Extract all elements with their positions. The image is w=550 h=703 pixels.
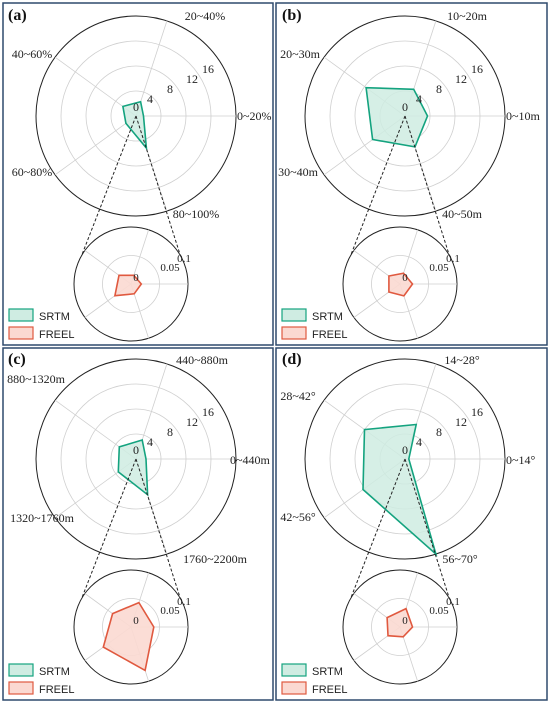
category-label: 20~40% [185, 9, 226, 23]
inset-ring-label: 0.1 [446, 596, 460, 608]
inset-ring-label: 0.05 [429, 605, 449, 617]
zoom-connector [404, 115, 450, 256]
category-label: 440~880m [176, 353, 228, 367]
panel-tag: (c) [8, 351, 26, 368]
ring-label: 8 [167, 425, 173, 439]
category-label: 1760~2200m [183, 552, 247, 566]
legend-swatch-srtm [281, 308, 307, 322]
zoom-connector [135, 115, 181, 256]
freel-polygon [386, 607, 414, 638]
ring-label: 4 [147, 92, 153, 106]
inset-ring-label: 0 [402, 615, 408, 627]
legend-swatch-freel [8, 326, 34, 340]
ring-label: 4 [147, 435, 153, 449]
category-label: 0~440m [230, 453, 270, 467]
legend-swatch-freel [8, 681, 34, 695]
legend-label-freel: FREEL [312, 329, 347, 341]
panel-b: 04812160~10m10~20m20~30m30~40m40~50m00.0… [275, 2, 548, 346]
inset-ring-label: 0 [402, 272, 408, 284]
category-label: 28~42° [280, 389, 315, 403]
inset-ring-label: 0.1 [446, 253, 460, 265]
zoom-connector [404, 458, 450, 599]
panel-c: 04812160~440m440~880m880~1320m1320~1760m… [2, 347, 274, 701]
category-label: 10~20m [447, 9, 487, 23]
inset-ring-label: 0.05 [160, 262, 180, 274]
inset-ring-label: 0.05 [160, 605, 180, 617]
legend-label-freel: FREEL [39, 684, 74, 696]
inset-ring-label: 0.1 [177, 253, 191, 265]
srtm-polygon [365, 86, 429, 148]
legend-label-freel: FREEL [39, 329, 74, 341]
inset-ring-label: 0.1 [177, 596, 191, 608]
freel-polygon [388, 272, 414, 297]
ring-label: 8 [167, 82, 173, 96]
srtm-polygon [117, 438, 149, 497]
panel-a: 04812160~20%20~40%40~60%60~80%80~100%00.… [2, 2, 274, 346]
radar-spoke [54, 115, 137, 176]
panel-border [2, 2, 274, 346]
panel-border [2, 347, 274, 701]
ring-label: 12 [186, 415, 198, 429]
srtm-polygon [121, 100, 148, 151]
category-label: 880~1320m [7, 372, 65, 386]
legend-swatch-srtm [281, 663, 307, 677]
legend-swatch-freel [281, 326, 307, 340]
legend-label-srtm: SRTM [312, 311, 343, 323]
ring-label: 16 [471, 405, 483, 419]
legend-swatch-freel [281, 681, 307, 695]
category-label: 30~40m [278, 165, 318, 179]
srtm-polygon [362, 423, 438, 557]
panel-tag: (a) [8, 7, 27, 24]
freel-polygon [113, 274, 143, 297]
category-label: 40~50m [442, 207, 482, 221]
category-label: 56~70° [442, 552, 477, 566]
zoom-connector [135, 458, 181, 599]
inset-ring-label: 0.05 [429, 262, 449, 274]
ring-label: 0 [133, 100, 139, 114]
panel-tag: (d) [282, 351, 302, 368]
legend-swatch-srtm [8, 308, 34, 322]
category-label: 60~80% [12, 165, 53, 179]
legend-label-srtm: SRTM [312, 666, 343, 678]
ring-label: 16 [202, 405, 214, 419]
panel-border [275, 347, 548, 701]
ring-label: 0 [133, 443, 139, 457]
category-label: 0~10m [506, 109, 540, 123]
freel-polygon [102, 601, 155, 672]
category-label: 80~100% [173, 207, 220, 221]
ring-label: 4 [416, 92, 422, 106]
ring-label: 12 [455, 415, 467, 429]
ring-label: 16 [202, 62, 214, 76]
legend-label-srtm: SRTM [39, 311, 70, 323]
ring-label: 0 [402, 100, 408, 114]
ring-label: 8 [436, 425, 442, 439]
category-label: 20~30m [280, 47, 320, 61]
category-label: 14~28° [444, 353, 479, 367]
panel-tag: (b) [282, 7, 302, 24]
category-label: 42~56° [280, 510, 315, 524]
panel-border [275, 2, 548, 346]
ring-label: 12 [455, 72, 467, 86]
legend-swatch-srtm [8, 663, 34, 677]
ring-label: 12 [186, 72, 198, 86]
category-label: 0~14° [506, 453, 535, 467]
category-label: 40~60% [12, 47, 53, 61]
category-label: 1320~1760m [10, 511, 74, 525]
ring-label: 0 [402, 443, 408, 457]
ring-label: 16 [471, 62, 483, 76]
ring-label: 4 [416, 435, 422, 449]
radar-spoke [135, 20, 168, 117]
legend-label-srtm: SRTM [39, 666, 70, 678]
legend-label-freel: FREEL [312, 684, 347, 696]
panel-d: 04812160~14°14~28°28~42°42~56°56~70°00.0… [275, 347, 548, 701]
ring-label: 8 [436, 82, 442, 96]
inset-ring-label: 0 [133, 272, 139, 284]
category-label: 0~20% [237, 109, 272, 123]
inset-ring-label: 0 [133, 615, 139, 627]
